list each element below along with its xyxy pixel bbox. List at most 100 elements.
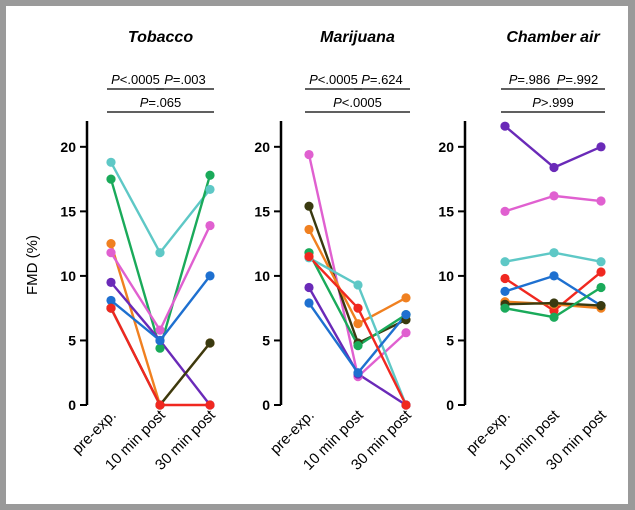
panel-title: Tobacco	[128, 29, 193, 46]
data-point	[596, 267, 606, 277]
data-point	[205, 184, 215, 195]
data-point	[549, 312, 559, 322]
data-point	[106, 295, 116, 306]
data-point	[500, 286, 510, 296]
p-value: =.065	[148, 95, 181, 110]
p-symbol: P	[164, 72, 173, 87]
y-axis-label: FMD (%)	[24, 235, 41, 295]
series-line	[109, 225, 212, 332]
y-tick-label: 0	[446, 397, 454, 413]
series-line	[109, 161, 211, 254]
p-symbol: P	[140, 95, 149, 110]
y-tick-label: 10	[254, 268, 270, 284]
y-tick-label: 15	[254, 203, 270, 219]
comparison-label: P=.992	[557, 72, 599, 87]
p-symbol: P	[532, 95, 541, 110]
panel-title: Chamber air	[506, 29, 600, 46]
data-point	[205, 271, 215, 281]
data-point	[549, 248, 559, 258]
p-symbol: P	[557, 72, 566, 87]
panel-title: Marijuana	[320, 29, 395, 46]
data-point	[106, 239, 116, 249]
y-tick-label: 15	[60, 203, 76, 219]
data-point	[304, 298, 314, 308]
p-symbol: P	[361, 72, 370, 87]
data-point	[500, 303, 510, 313]
p-symbol: P	[509, 72, 518, 87]
data-point	[596, 301, 606, 311]
y-tick-label: 10	[60, 268, 76, 284]
y-tick-label: 0	[68, 397, 76, 413]
comparison-label: P=.624	[361, 72, 403, 87]
series-line	[109, 307, 210, 407]
data-point	[596, 282, 606, 293]
y-tick-label: 10	[438, 268, 454, 284]
data-point	[106, 248, 116, 258]
data-point	[106, 174, 116, 184]
data-point	[500, 206, 510, 216]
data-point	[205, 170, 215, 180]
data-point	[205, 400, 215, 410]
series-line	[109, 174, 212, 350]
comparison-label: P=.986	[509, 72, 551, 87]
data-point	[401, 400, 411, 410]
y-tick-label: 5	[262, 332, 270, 348]
data-point	[500, 257, 510, 267]
y-tick-label: 20	[438, 139, 454, 155]
data-point	[304, 224, 314, 235]
data-point	[596, 257, 606, 267]
data-point	[304, 251, 314, 262]
p-value: =.992	[565, 72, 598, 87]
data-point	[205, 338, 215, 348]
data-point	[155, 400, 165, 410]
data-point	[106, 277, 116, 287]
p-symbol: P	[111, 72, 120, 87]
data-point	[353, 303, 363, 313]
data-point	[549, 271, 559, 281]
data-point	[155, 343, 165, 353]
data-point	[304, 149, 314, 160]
data-point	[549, 191, 559, 201]
data-point	[106, 157, 116, 167]
data-point	[401, 328, 411, 338]
data-point	[353, 368, 363, 378]
p-value: >.999	[541, 95, 574, 110]
data-point	[596, 196, 606, 206]
y-tick-label: 5	[68, 332, 76, 348]
p-value: <.0005	[342, 95, 382, 110]
y-tick-label: 15	[438, 203, 454, 219]
p-symbol: P	[333, 95, 342, 110]
data-point	[155, 325, 165, 335]
data-point	[205, 220, 215, 231]
data-point	[353, 341, 363, 351]
comparison-label: P<.0005	[333, 95, 382, 110]
data-point	[401, 310, 411, 320]
data-point	[304, 282, 314, 293]
series-line	[504, 125, 602, 169]
series-line	[109, 307, 211, 407]
data-point	[549, 298, 559, 308]
data-point	[353, 280, 363, 290]
comparison-label: P=.065	[140, 95, 182, 110]
comparison-label: P<.0005	[111, 72, 160, 87]
p-symbol: P	[309, 72, 318, 87]
data-point	[549, 162, 559, 173]
y-tick-label: 5	[446, 332, 454, 348]
data-point	[304, 201, 314, 211]
comparison-label: P<.0005	[309, 72, 358, 87]
p-value: =.003	[173, 72, 206, 87]
p-value: <.0005	[120, 72, 160, 87]
data-point	[549, 306, 559, 316]
y-tick-label: 0	[262, 397, 270, 413]
y-tick-label: 20	[60, 139, 76, 155]
data-point	[155, 335, 165, 346]
data-point	[596, 142, 606, 152]
series-line	[109, 243, 211, 407]
y-tick-label: 20	[254, 139, 270, 155]
p-value: =.986	[517, 72, 550, 87]
